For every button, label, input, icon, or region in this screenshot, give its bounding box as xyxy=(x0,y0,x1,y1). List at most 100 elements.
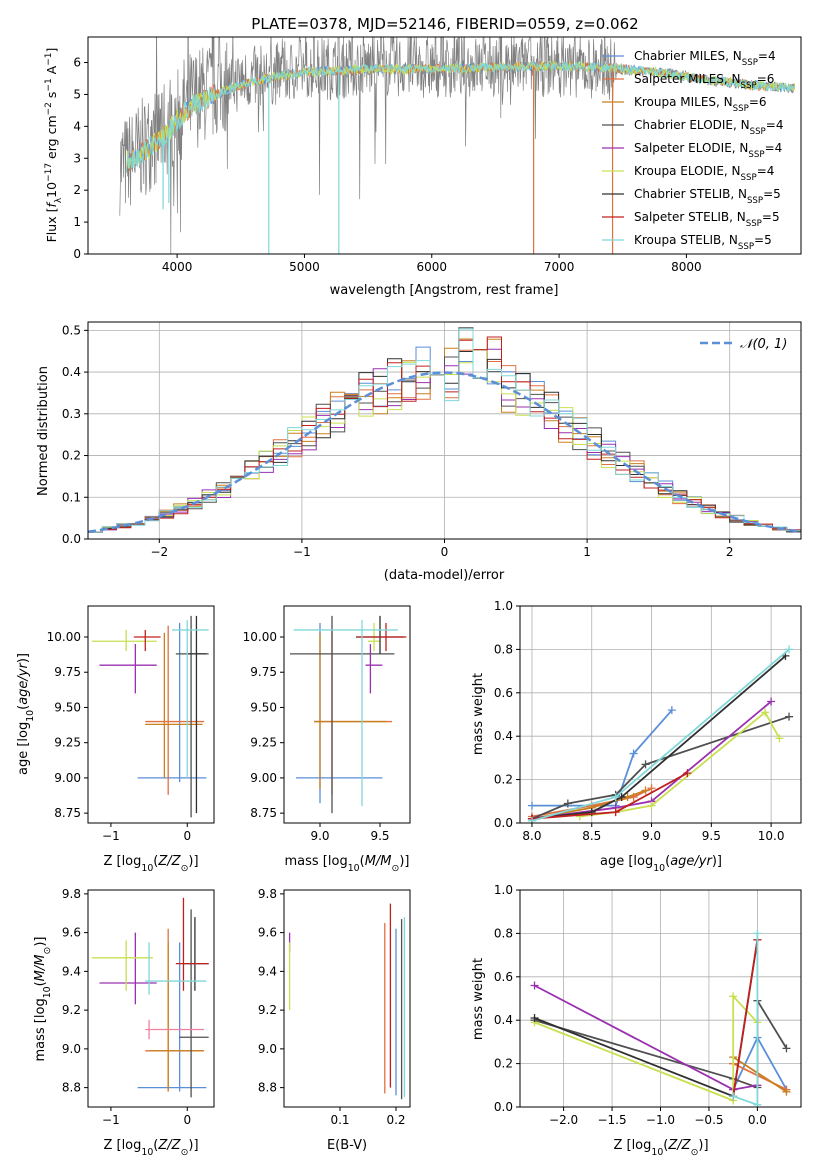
y-tick-label: 0.8 xyxy=(494,926,513,940)
y-axis-label-part: log xyxy=(33,998,48,1018)
weight-line xyxy=(732,939,759,1097)
y-tick-label: 0.0 xyxy=(62,532,81,546)
weight-marker xyxy=(767,697,776,706)
x-axis-label-part: Z [ xyxy=(103,1138,121,1153)
y-axis-label: mass weight xyxy=(471,673,486,755)
weight-marker xyxy=(785,712,794,721)
legend-entry-part: Chabrier MILES, N xyxy=(634,49,742,63)
y-axis-label-part: s xyxy=(44,92,59,103)
normal-curve xyxy=(88,371,801,533)
x-axis-label-part: ( xyxy=(153,1138,158,1153)
y-tick-label: 0.4 xyxy=(494,729,513,743)
y-tick-label: 0.1 xyxy=(62,490,81,504)
y-tick-label: 9.0 xyxy=(258,1042,277,1056)
y-tick-label: 8.8 xyxy=(62,1081,81,1095)
axis-ticks: 8.0 8.5 9.0 9.5 10.0 0.0 0.2 0.4 0.6 0.8 1.0 xyxy=(494,599,785,843)
legend-entry-part: Salpeter STELIB, N xyxy=(634,210,746,224)
x-axis-label: wavelength [Angstrom, rest frame] xyxy=(330,283,559,298)
x-axis-label: Z [log10(Z/Z⊙)] xyxy=(103,1138,198,1158)
x-tick-label: 9.0 xyxy=(642,829,661,843)
x-axis-label-part: )] xyxy=(188,854,198,869)
y-axis-label-part: ] xyxy=(44,48,59,53)
legend-entry-part: Salpeter MILES, N xyxy=(634,72,741,86)
y-tick-label: 9.75 xyxy=(250,665,277,679)
y-tick-label: 0.2 xyxy=(494,1057,513,1071)
y-axis-label-part: )] xyxy=(33,937,48,947)
y-tick-label: 9.00 xyxy=(250,771,277,785)
y-axis-label: mass [log10(M/M⊙)] xyxy=(33,937,53,1062)
weight-line xyxy=(531,648,790,822)
legend-entry-part: SSP xyxy=(738,242,754,252)
axis-ticks: 4000 5000 6000 7000 8000 0 1 2 3 4 5 6 xyxy=(73,56,701,274)
y-tick-label: 9.2 xyxy=(62,1003,81,1017)
x-axis-label: Z [log10(Z/Z⊙)] xyxy=(613,1138,708,1158)
weight-marker xyxy=(611,808,620,817)
weight-marker xyxy=(782,1044,791,1053)
y-tick-label: 0.4 xyxy=(494,1013,513,1027)
legend-entry: Kroupa MILES, NSSP=6 xyxy=(634,95,767,114)
legend-entry: Salpeter STELIB, NSSP=5 xyxy=(634,210,780,229)
y-tick-label: 0.2 xyxy=(494,773,513,787)
x-axis-label: E(B-V) xyxy=(327,1138,367,1153)
legend-entry-part: =5 xyxy=(762,210,780,224)
y-tick-label: 9.6 xyxy=(258,926,277,940)
x-axis-label-part: ⊙ xyxy=(691,1147,699,1158)
x-tick-label: 6000 xyxy=(416,260,447,274)
y-tick-label: 10.00 xyxy=(47,630,81,644)
y-tick-label: 9.8 xyxy=(62,887,81,901)
x-axis-label-part: log xyxy=(632,1138,652,1153)
x-axis-label-part: ( xyxy=(153,854,158,869)
y-axis-label-part: 10 xyxy=(25,710,36,722)
weight-marker xyxy=(647,784,656,793)
weight-marker xyxy=(785,645,794,654)
weight-marker xyxy=(753,929,762,938)
y-tick-label: 9.50 xyxy=(54,700,81,714)
plot-area xyxy=(91,897,209,1098)
weight-marker xyxy=(729,1092,738,1101)
x-tick-label: 9.5 xyxy=(370,829,389,843)
y-tick-label: 6 xyxy=(73,56,81,70)
weight-line xyxy=(531,655,787,820)
axis-ticks: 9.0 9.5 8.75 9.00 9.25 9.50 9.75 10.00 xyxy=(243,630,390,843)
y-tick-label: 9.50 xyxy=(250,700,277,714)
y-tick-label: 1.0 xyxy=(494,599,513,613)
x-tick-label: −2.0 xyxy=(549,1113,578,1127)
x-axis-label-part: ( xyxy=(360,854,365,869)
x-axis-label: age [log10(age/yr)] xyxy=(600,854,722,874)
y-axis-label: Flux [fλ10−17 erg cm−2 s−1 A−1] xyxy=(44,48,64,243)
y-axis-label-part: f xyxy=(44,202,59,208)
axes-frame xyxy=(519,605,802,824)
x-tick-label: 0 xyxy=(183,829,191,843)
y-axis-label-part: mass [ xyxy=(33,1018,48,1061)
legend-entry-part: SSP xyxy=(741,81,757,91)
histogram-series xyxy=(88,348,801,533)
weight-marker xyxy=(527,816,536,823)
legend-entry-part: =6 xyxy=(757,72,775,86)
legend-entry-part: Chabrier ELODIE, N xyxy=(634,118,750,132)
weight-line xyxy=(732,1056,787,1093)
weight-line xyxy=(579,710,781,818)
y-axis-label-part: 10 xyxy=(42,986,53,998)
y-axis-label: mass weight xyxy=(471,958,486,1040)
legend-entry-part: SSP xyxy=(747,196,763,206)
legend-entry: Chabrier STELIB, NSSP=5 xyxy=(634,187,781,206)
y-tick-label: 0.2 xyxy=(62,449,81,463)
y-tick-label: 9.2 xyxy=(258,1003,277,1017)
legend-entry-part: Chabrier STELIB, N xyxy=(634,187,747,201)
x-axis-label-part: age [log xyxy=(600,854,653,869)
weight-marker xyxy=(729,992,738,1001)
legend-entry: Chabrier MILES, NSSP=4 xyxy=(634,49,776,68)
x-axis-label-part: log xyxy=(328,854,348,869)
y-tick-label: 0.4 xyxy=(62,365,81,379)
y-axis-label-part: A xyxy=(44,65,59,78)
y-tick-label: 9.6 xyxy=(62,926,81,940)
y-tick-label: 9.0 xyxy=(62,1042,81,1056)
x-axis-label-part: ⊙ xyxy=(181,863,189,874)
x-axis-label-part: )] xyxy=(698,1138,708,1153)
x-axis-label-part: M/M xyxy=(365,854,392,869)
axes-frame xyxy=(519,889,802,1108)
y-axis-label-part: age [log xyxy=(16,722,31,775)
weight-marker xyxy=(782,1087,791,1096)
